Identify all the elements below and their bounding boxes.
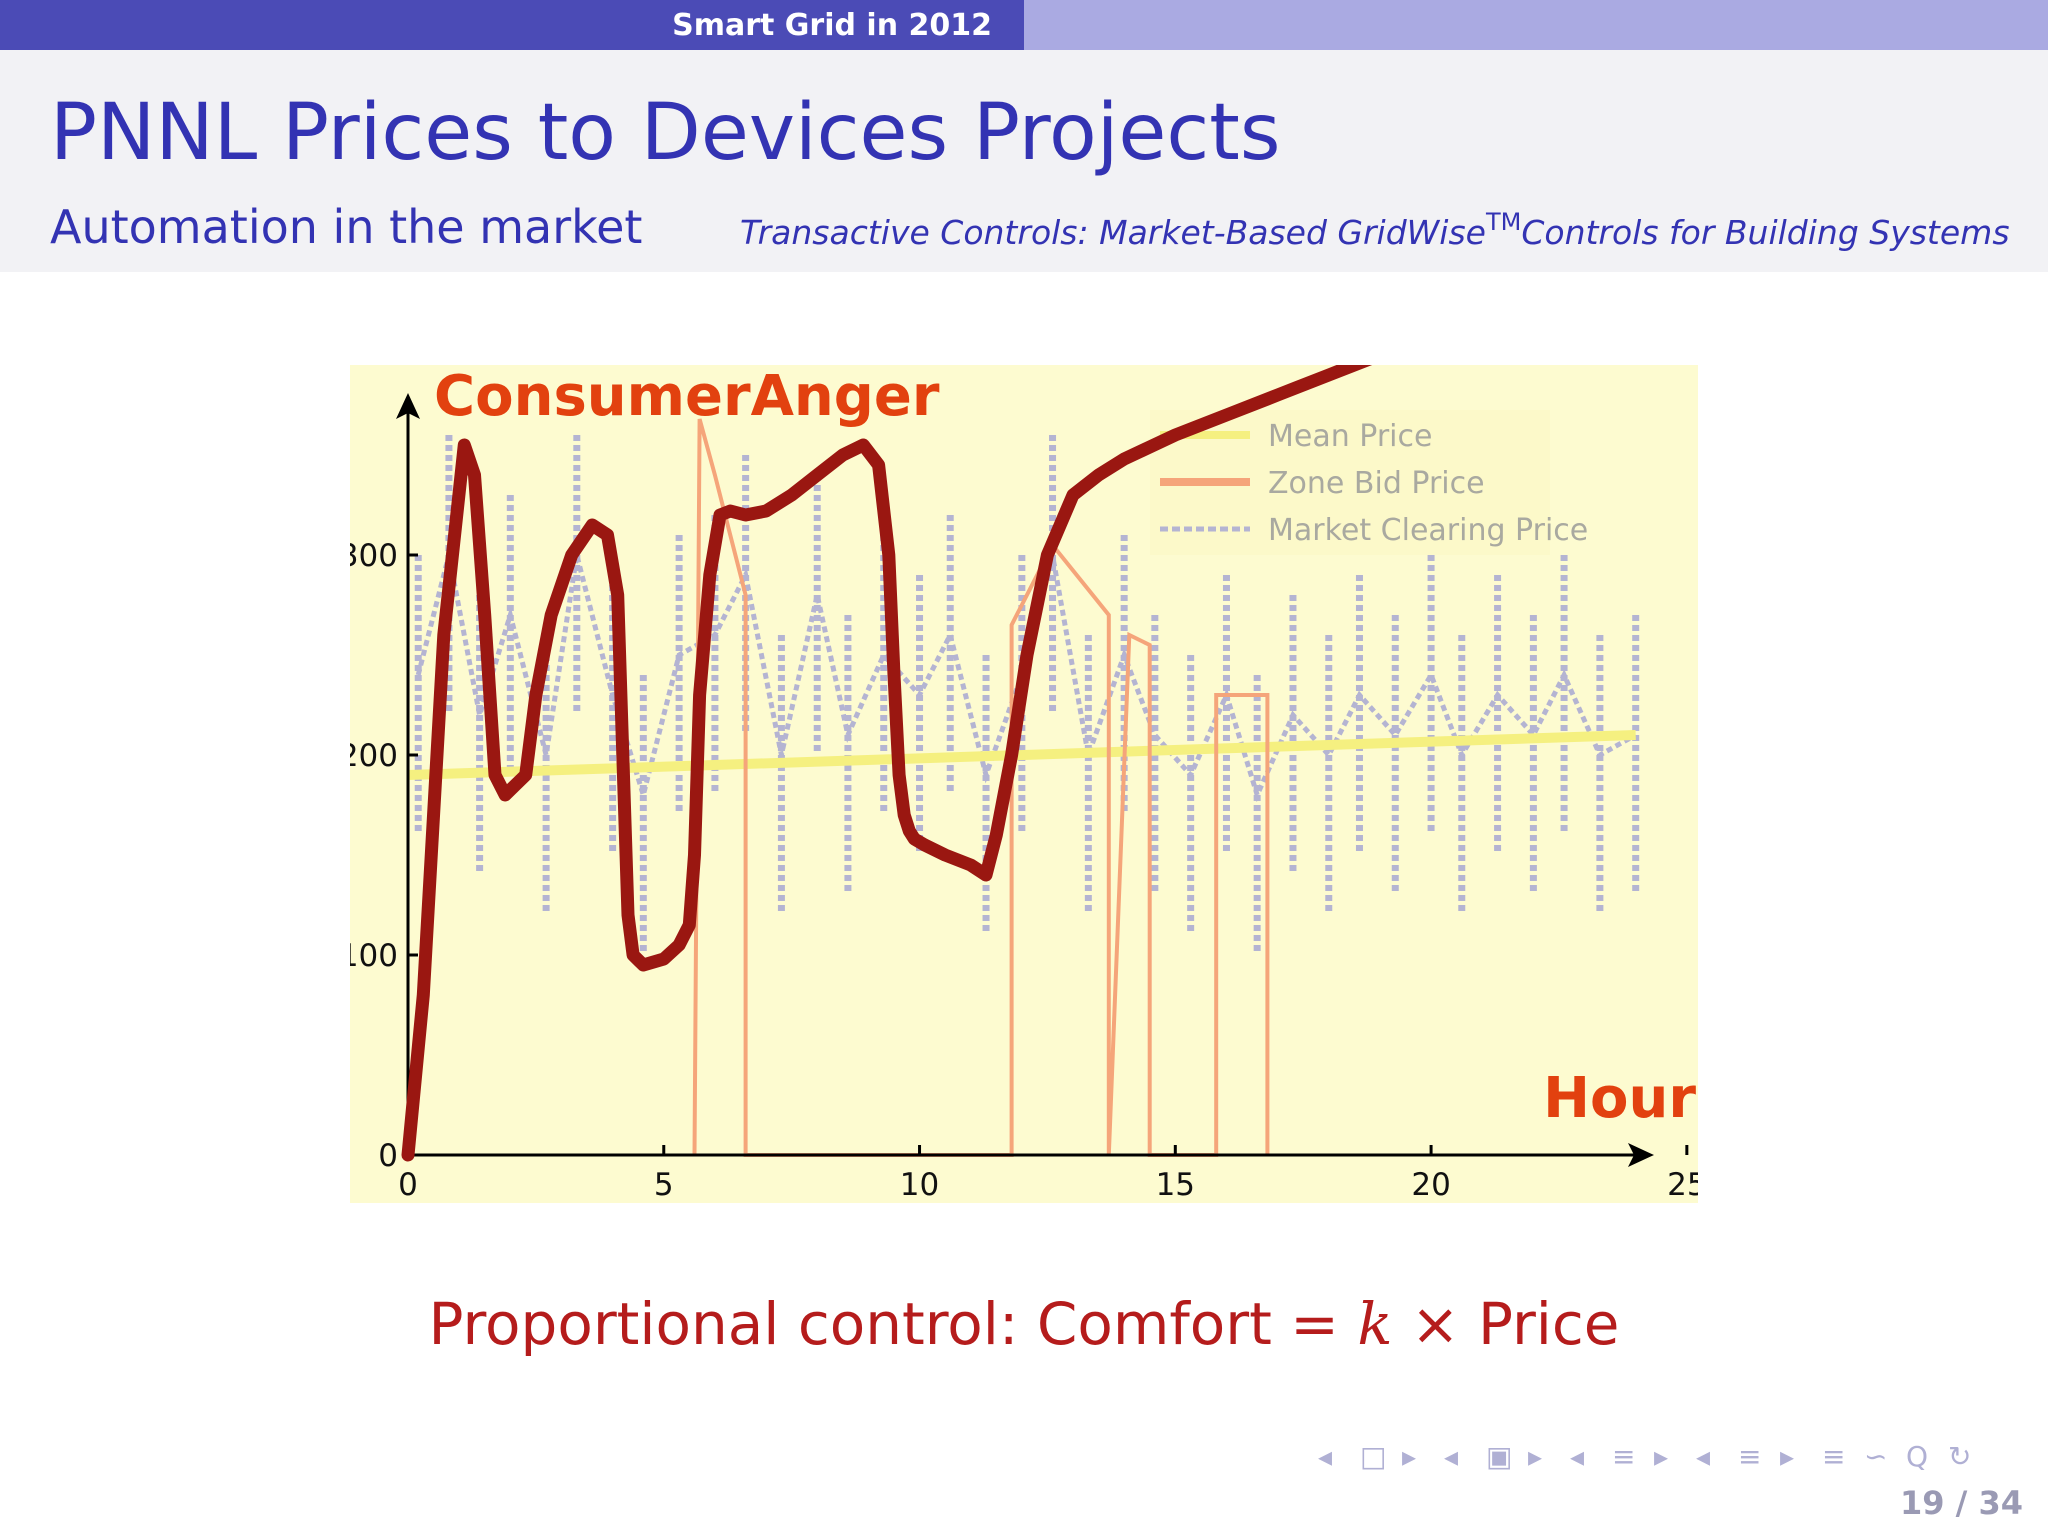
- nav-control-icon[interactable]: ▸: [1402, 1440, 1417, 1473]
- nav-control-icon[interactable]: Q: [1906, 1440, 1929, 1473]
- chart: Mean Price Zone Bid Price Market Clearing …: [350, 365, 1698, 1203]
- nav-control-icon[interactable]: ▸: [1780, 1440, 1795, 1473]
- citation-main: Transactive Controls: Market-Based GridW…: [740, 213, 1486, 252]
- x-tick-label: 0: [398, 1167, 418, 1203]
- x-tick-label: 25: [1667, 1167, 1698, 1203]
- nav-control-icon[interactable]: ≡: [1612, 1440, 1636, 1473]
- section-bar-current[interactable]: Smart Grid in 2012: [0, 0, 1024, 50]
- consumer-anger-layer: [401, 365, 1373, 1162]
- nav-control-icon[interactable]: ▣: [1486, 1440, 1513, 1473]
- x-tick-label: 15: [1156, 1167, 1195, 1203]
- legend: Mean Price Zone Bid Price Market Clearing …: [1150, 410, 1588, 555]
- legend-label: Mean Price: [1268, 419, 1432, 454]
- market-clearing-price-layer: [414, 435, 1640, 955]
- nav-control-icon[interactable]: ◂: [1696, 1440, 1711, 1473]
- x-axis-label: Hour: [1543, 1066, 1696, 1131]
- formula-price: Price: [1477, 1290, 1620, 1358]
- legend-label: Market Clearing Price: [1268, 513, 1588, 548]
- nav-control-icon[interactable]: ▸: [1528, 1440, 1543, 1473]
- section-bar: Smart Grid in 2012: [0, 0, 2048, 50]
- mean-price-layer: [407, 730, 1636, 780]
- legend-label: Zone Bid Price: [1268, 466, 1485, 501]
- nav-control-icon[interactable]: ≡: [1822, 1440, 1846, 1473]
- slide-subtitle: Automation in the market: [50, 200, 643, 254]
- y-tick-label: 300: [350, 538, 398, 574]
- nav-control-icon[interactable]: ∽: [1864, 1440, 1888, 1473]
- nav-control-icon[interactable]: ▸: [1654, 1440, 1669, 1473]
- title-band: [0, 50, 2048, 272]
- formula-k: k: [1357, 1290, 1393, 1358]
- navigation-controls: ◂ □ ▸ ◂ ▣ ▸ ◂ ≡ ▸ ◂ ≡ ▸ ≡ ∽ Q ↻: [1318, 1440, 2038, 1480]
- zone-bid-price-layer: [692, 418, 1270, 1157]
- y-tick-label: 0: [378, 1138, 398, 1174]
- y-axis-arrow: [396, 393, 420, 419]
- nav-control-icon[interactable]: ◂: [1318, 1440, 1333, 1473]
- y-tick-label: 100: [350, 938, 398, 974]
- formula-times: ×: [1410, 1290, 1460, 1358]
- section-bar-rest: [1024, 0, 2048, 50]
- nav-control-icon[interactable]: ◂: [1570, 1440, 1585, 1473]
- x-axis-arrow: [1628, 1143, 1654, 1167]
- citation-sup: TM: [1485, 208, 1522, 236]
- slide-title: PNNL Prices to Devices Projects: [50, 88, 1281, 178]
- axes: 0 5 10 15 20 25 0 100 200 300: [350, 393, 1698, 1203]
- citation: Transactive Controls: Market-Based GridW…: [740, 208, 2010, 252]
- page-number: 19 / 34: [1900, 1484, 2024, 1522]
- nav-control-icon[interactable]: ≡: [1738, 1440, 1762, 1473]
- x-tick-label: 10: [900, 1167, 939, 1203]
- consumer-anger-line: [401, 365, 1373, 1162]
- zone-bid-price-line: [692, 418, 1270, 1157]
- y-tick-label: 200: [350, 738, 398, 774]
- y-axis-label: ConsumerAnger: [434, 365, 940, 429]
- nav-control-icon[interactable]: ↻: [1948, 1440, 1972, 1473]
- formula: Proportional control: Comfort = k × Pric…: [0, 1290, 2048, 1358]
- x-tick-label: 5: [654, 1167, 674, 1203]
- citation-tail: Controls for Building Systems: [1521, 213, 2010, 252]
- section-title: Smart Grid in 2012: [672, 7, 992, 43]
- nav-control-icon[interactable]: ◂: [1444, 1440, 1459, 1473]
- formula-eq: =: [1290, 1290, 1339, 1358]
- axis-labels: ConsumerAnger Hour: [434, 365, 1696, 1131]
- nav-control-icon[interactable]: □: [1360, 1440, 1387, 1473]
- x-tick-label: 20: [1411, 1167, 1450, 1203]
- formula-left: Proportional control: Comfort: [428, 1290, 1272, 1358]
- mean-price-line: [407, 730, 1636, 780]
